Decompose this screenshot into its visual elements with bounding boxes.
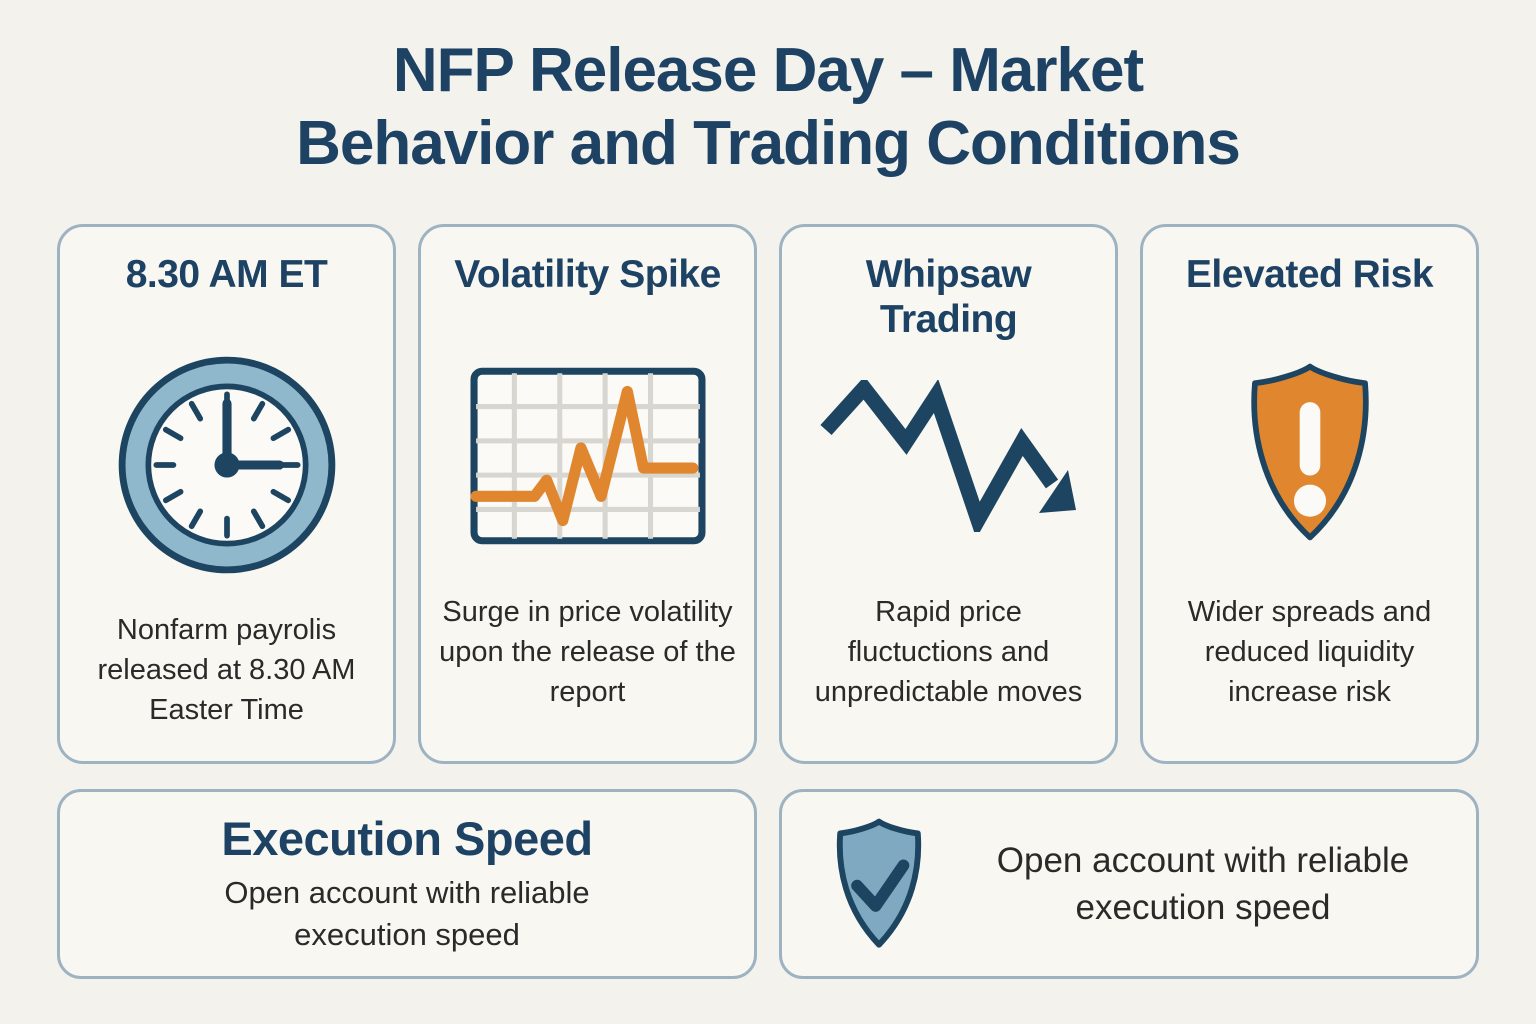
check-shield-icon [820,815,938,953]
page-title-line1: NFP Release Day – Market [392,36,1144,105]
card-whipsaw-trading-body: Rapid price fluctuctions and unpredictab… [792,561,1105,743]
card-elevated-risk-body: Wider spreads and reduced liquidity incr… [1153,561,1466,743]
card-volatility-spike-text: Surge in price volatility upon the relea… [439,596,736,709]
footer-row: Execution Speed Open account with reliab… [57,789,1479,980]
alert-shield-icon [1153,351,1466,561]
card-release-time-text: Nonfarm payrolis released at 8.30 AM Eas… [97,614,356,727]
execution-speed-heading: Execution Speed [221,811,593,865]
clock-icon [70,351,383,579]
card-release-time-body: Nonfarm payrolis released at 8.30 AM Eas… [70,579,383,761]
zigzag-down-arrow-icon [792,351,1105,561]
card-release-time: 8.30 AM ET [57,224,396,765]
card-volatility-spike: Volatility Spike [418,224,757,765]
card-elevated-risk-text: Wider spreads and reduced liquidity incr… [1187,596,1432,709]
card-elevated-risk-heading: Elevated Risk [1185,253,1434,297]
top-cards-row: 8.30 AM ET [57,224,1479,765]
card-release-time-heading: 8.30 AM ET [125,253,328,297]
volatility-chart-icon [431,351,744,561]
execution-speed-text: Open account with reliable execution spe… [224,875,590,953]
card-whipsaw-trading: Whipsaw Trading Rapid price fluctuctions… [779,224,1118,765]
card-whipsaw-trading-heading: Whipsaw Trading [865,253,1032,342]
card-volatility-spike-body: Surge in price volatility upon the relea… [431,561,744,743]
page-title-line2: Behavior and Trading Conditions [296,109,1241,179]
card-open-account-cta: Open account with reliable execution spe… [779,789,1479,980]
card-volatility-spike-heading: Volatility Spike [454,253,721,297]
card-execution-speed: Execution Speed Open account with reliab… [57,789,757,980]
card-whipsaw-trading-text: Rapid price fluctuctions and unpredictab… [814,596,1083,709]
page-title: NFP Release Day – Market Behavior and Tr… [57,34,1479,180]
open-account-cta-text: Open account with reliable execution spe… [996,841,1410,928]
card-elevated-risk: Elevated Risk Wider spreads and reduced … [1140,224,1479,765]
